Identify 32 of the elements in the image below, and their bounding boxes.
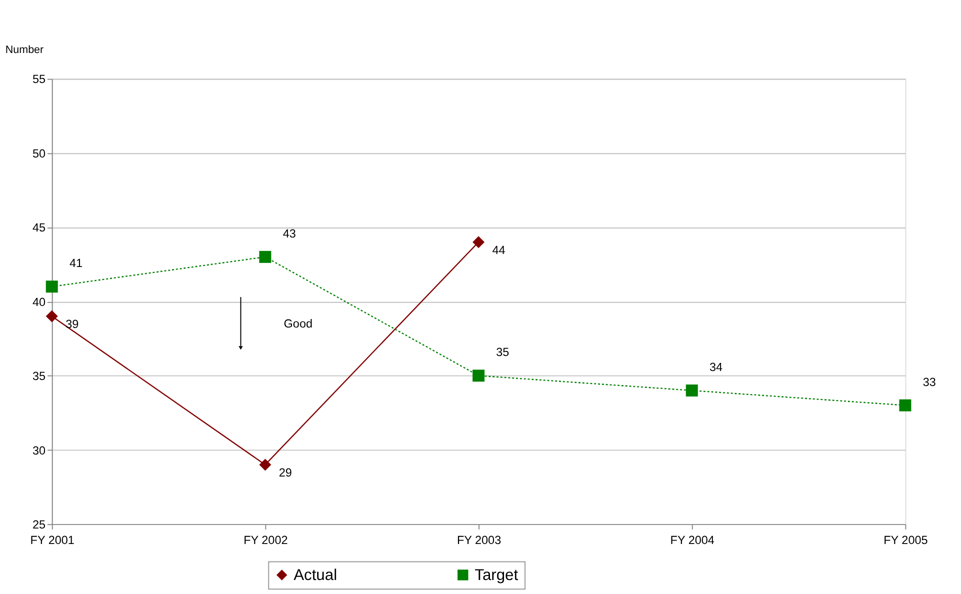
legend-label: Target bbox=[474, 566, 519, 584]
y-tick-label: 25 bbox=[32, 518, 46, 532]
x-tick-label: FY 2003 bbox=[456, 534, 502, 548]
point bbox=[259, 250, 272, 263]
y-tick-label: 50 bbox=[32, 147, 46, 160]
x-tick-label: FY 2002 bbox=[244, 534, 288, 548]
data-label: 43 bbox=[282, 227, 296, 240]
data-label: 44 bbox=[492, 244, 506, 257]
point bbox=[259, 458, 272, 471]
data-label: 33 bbox=[922, 376, 936, 389]
annotation: Good bbox=[284, 317, 313, 330]
data-label: 29 bbox=[278, 466, 292, 480]
point bbox=[899, 399, 912, 412]
x-tick-label: FY 2005 bbox=[884, 534, 928, 548]
data-label: 39 bbox=[66, 318, 79, 332]
data-label: 34 bbox=[709, 360, 724, 374]
y-tick-label: 55 bbox=[32, 73, 46, 86]
y-tick-label: 45 bbox=[32, 222, 46, 235]
point bbox=[472, 236, 485, 248]
point bbox=[472, 370, 485, 382]
y-tick-label: 30 bbox=[32, 444, 46, 458]
data-label: 35 bbox=[496, 346, 510, 360]
point bbox=[686, 384, 698, 396]
y-tick-label: 35 bbox=[32, 370, 46, 384]
data-label: 41 bbox=[69, 257, 83, 270]
y-tick-label: 40 bbox=[32, 296, 46, 309]
legend-label: Actual bbox=[294, 566, 338, 584]
x-tick-label: FY 2001 bbox=[30, 534, 74, 548]
y-axis-title: Number bbox=[5, 44, 44, 56]
point bbox=[46, 310, 58, 322]
x-tick-label: FY 2004 bbox=[670, 534, 715, 548]
point bbox=[46, 280, 58, 293]
